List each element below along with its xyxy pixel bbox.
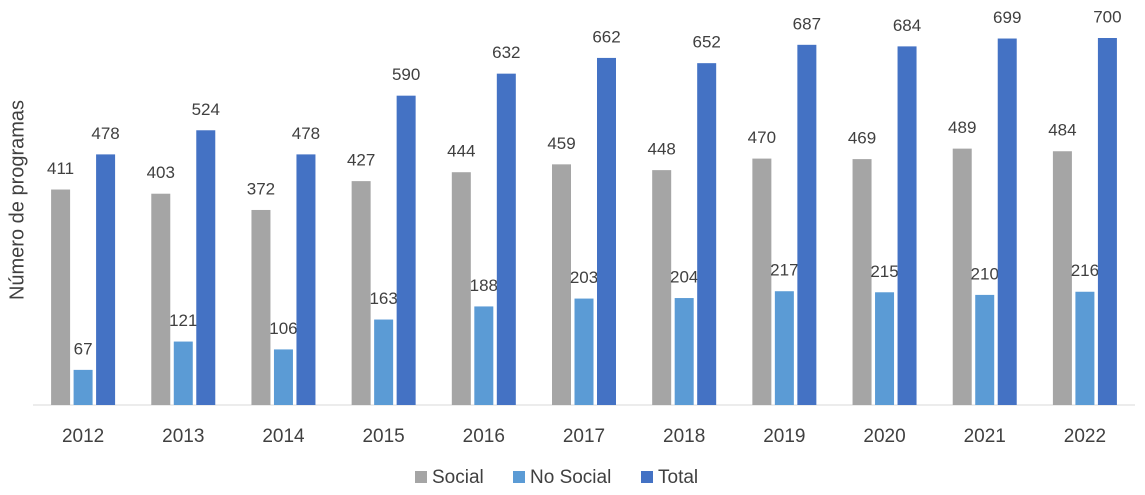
x-tick-label: 2020	[863, 426, 905, 447]
bar	[451, 172, 471, 405]
bar	[351, 181, 371, 405]
bar	[474, 306, 494, 405]
bar	[752, 158, 772, 405]
x-tick-label: 2021	[964, 426, 1006, 447]
x-tick-label: 2017	[563, 426, 605, 447]
bar	[1097, 38, 1117, 405]
data-label: 411	[47, 159, 74, 178]
data-label: 700	[1093, 7, 1121, 26]
bar	[151, 193, 171, 405]
bar	[496, 73, 516, 405]
bar	[296, 154, 316, 405]
bar	[73, 369, 93, 405]
bar	[697, 63, 717, 406]
bar	[273, 349, 293, 405]
bar	[774, 291, 794, 405]
data-label: 469	[848, 129, 876, 148]
bar	[652, 170, 672, 405]
data-label: 204	[670, 268, 698, 287]
bar	[875, 292, 895, 405]
bar	[396, 95, 416, 406]
data-label: 216	[1071, 261, 1099, 280]
data-label: 217	[770, 261, 798, 280]
y-axis-title: Número de programas	[6, 100, 28, 300]
data-label: 652	[692, 33, 720, 52]
data-label: 448	[647, 140, 675, 159]
legend-label: Social	[432, 467, 484, 488]
data-label: 210	[971, 264, 999, 283]
bar	[797, 44, 817, 406]
data-label: 215	[870, 262, 898, 281]
bar	[1075, 291, 1095, 405]
x-tick-label: 2022	[1064, 426, 1106, 447]
bar	[196, 130, 216, 405]
bar	[251, 209, 271, 405]
bar	[1052, 151, 1072, 405]
legend-swatch	[415, 471, 427, 483]
legend-label: No Social	[530, 467, 611, 488]
x-tick-label: 2012	[62, 426, 104, 447]
bar	[597, 57, 616, 406]
bar	[997, 38, 1017, 405]
data-label: 203	[570, 268, 598, 287]
data-label: 632	[492, 43, 520, 62]
data-label: 699	[993, 8, 1021, 27]
bar	[552, 164, 571, 405]
data-label: 67	[74, 339, 93, 358]
data-label: 470	[748, 128, 776, 147]
bar	[51, 189, 71, 405]
data-label: 106	[269, 319, 297, 338]
legend-label: Total	[658, 467, 698, 488]
data-label: 524	[192, 100, 220, 119]
data-label: 188	[470, 276, 498, 295]
data-label: 403	[147, 163, 175, 182]
legend-swatch	[513, 471, 525, 483]
bar	[96, 154, 116, 405]
bar	[173, 341, 193, 405]
legend-swatch	[641, 471, 653, 483]
bar	[975, 294, 995, 405]
bar	[374, 319, 394, 405]
data-label: 484	[1048, 121, 1076, 140]
data-label: 478	[292, 124, 320, 143]
bar	[852, 159, 872, 405]
bar	[952, 148, 972, 406]
bar	[574, 298, 594, 405]
data-label: 687	[793, 14, 821, 33]
data-label: 662	[592, 27, 620, 46]
data-label: 478	[91, 124, 119, 143]
data-label: 590	[392, 65, 420, 84]
bar	[674, 298, 694, 405]
data-label: 684	[893, 16, 921, 35]
x-tick-label: 2016	[463, 426, 505, 447]
x-tick-label: 2014	[262, 426, 305, 447]
x-tick-label: 2018	[663, 426, 705, 447]
x-tick-label: 2019	[763, 426, 805, 447]
data-label: 427	[347, 151, 375, 170]
data-label: 489	[948, 118, 976, 137]
data-label: 372	[247, 179, 275, 198]
x-tick-label: 2013	[162, 426, 204, 447]
x-tick-label: 2015	[362, 426, 404, 447]
data-label: 121	[169, 311, 197, 330]
data-label: 459	[547, 134, 575, 153]
bar	[897, 46, 917, 405]
data-label: 444	[447, 142, 475, 161]
data-label: 163	[369, 289, 397, 308]
